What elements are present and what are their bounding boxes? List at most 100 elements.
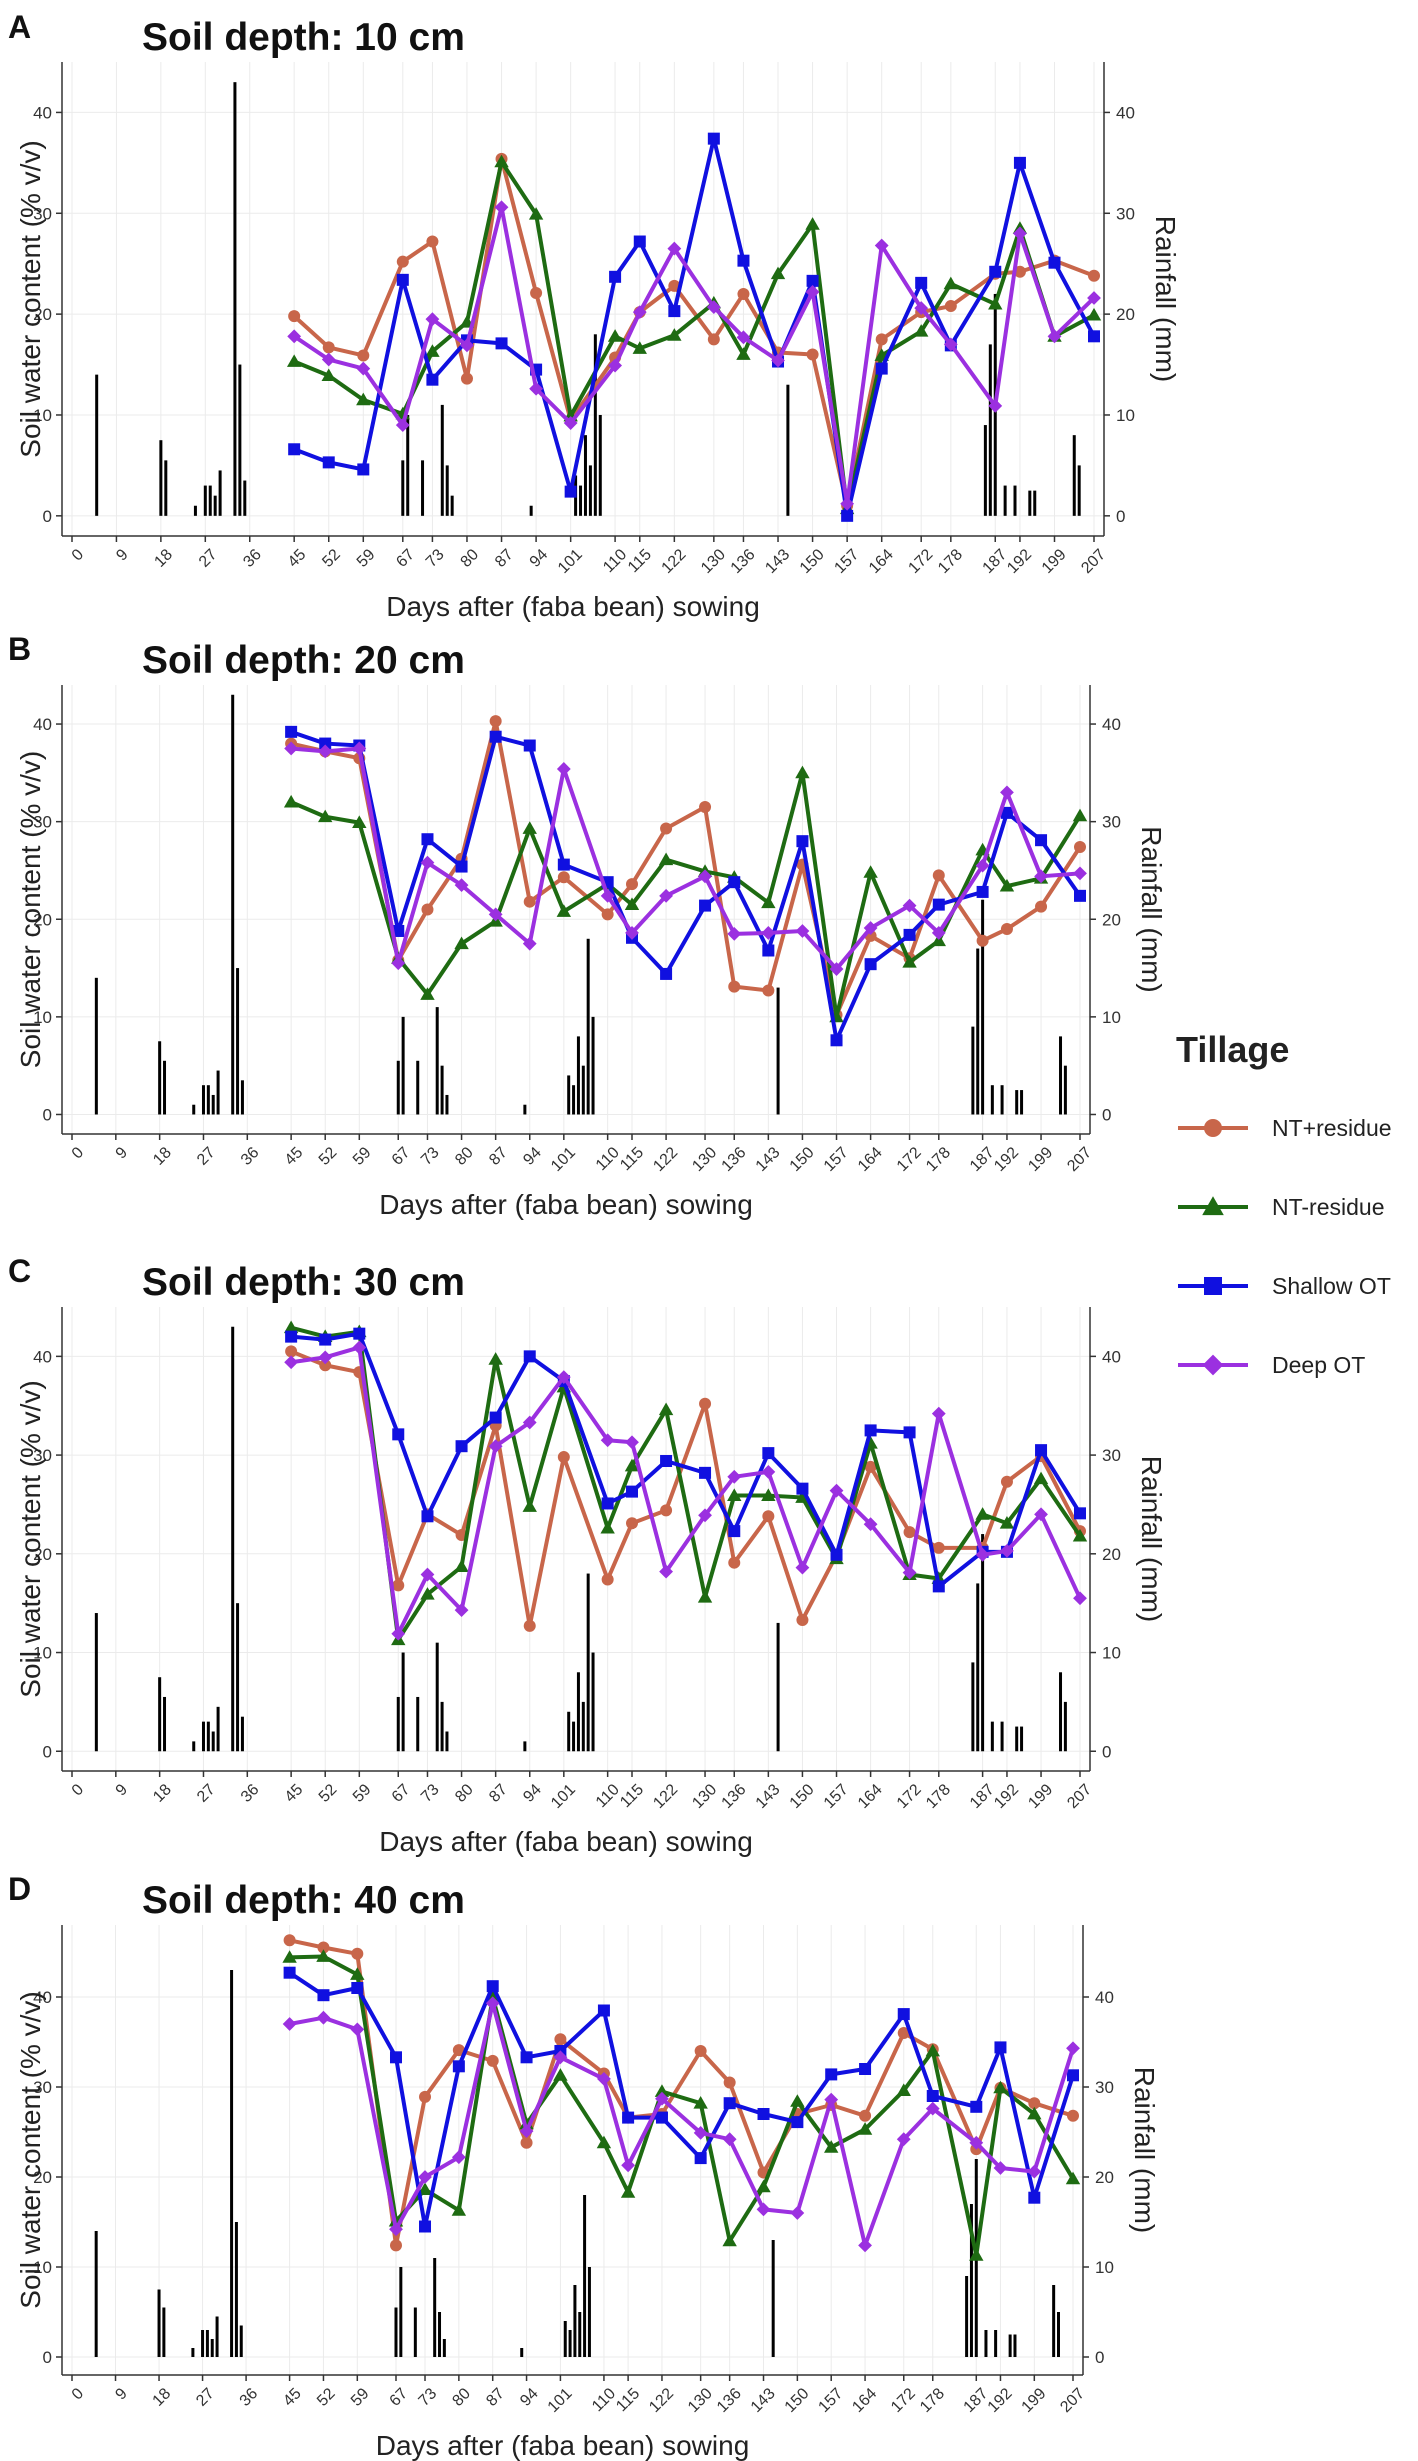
panel-b-y2-axis-label: Rainfall (mm) — [1136, 826, 1167, 992]
panel-b-rainfall-bar — [201, 1085, 205, 1115]
panel-a-point-deep-ot — [667, 241, 682, 256]
panel-c-x-tick-label: 36 — [238, 1781, 263, 1806]
panel-d-point-deep-ot — [969, 2135, 984, 2150]
panel-a-x-tick-label: 73 — [423, 546, 448, 571]
panel-c-rainfall-bar — [163, 1696, 167, 1752]
panel-c-point-nt-residue — [761, 1488, 776, 1501]
panel-b-point-deep-ot — [556, 762, 571, 776]
panel-c-x-tick-label: 67 — [389, 1781, 414, 1806]
panel-b-point-shallow-ot — [1000, 806, 1013, 819]
panel-c-x-tick-label: 187 — [967, 1781, 998, 1812]
panel-b-point-nt-residue — [523, 895, 536, 908]
panel-b-x-tick-label: 87 — [486, 1144, 511, 1169]
panel-a-rainfall-bar — [218, 470, 222, 516]
panel-d-point-shallow-ot — [622, 2111, 635, 2124]
panel-c-point-nt-residue — [658, 1402, 674, 1416]
legend-marker-deep-ot — [1202, 1354, 1224, 1376]
panel-d-point-nt-residue — [316, 1949, 331, 1962]
panel-c-point-shallow-ot — [830, 1548, 843, 1561]
panel-b-point-deep-ot — [931, 926, 946, 940]
panel-c-point-shallow-ot — [601, 1497, 614, 1510]
panel-d-letter: D — [8, 1871, 31, 1907]
panel-d-rainfall-bar — [433, 2258, 437, 2357]
panel-c-point-nt-residue — [454, 1559, 469, 1573]
panel-c-point-nt-residue — [319, 1359, 332, 1372]
panel-b-rainfall-bar — [416, 1060, 420, 1115]
panel-c-point-nt-residue — [903, 1526, 916, 1539]
panel-c-line-nt-residue — [290, 1349, 1082, 1628]
panel-b-point-deep-ot — [1073, 866, 1087, 881]
panel-b-rainfall-bar — [192, 1104, 196, 1115]
panel-c-point-nt-residue — [420, 1587, 435, 1600]
panel-c-point-nt-residue — [392, 1579, 405, 1592]
panel-b-series-deep-ot — [284, 741, 1087, 976]
panel-c-point-nt-residue — [283, 1320, 299, 1334]
panel-c-point-nt-residue — [699, 1397, 712, 1410]
panel-d-rainfall-bar — [157, 2289, 161, 2357]
panel-b-x-axis-label: Days after (faba bean) sowing — [379, 1189, 753, 1220]
panel-d-y2-axis-label: Rainfall (mm) — [1129, 2067, 1160, 2233]
panel-d-rainfall-bar — [771, 2240, 775, 2357]
panel-a-x-tick-label: 178 — [935, 546, 966, 577]
panel-a-point-nt-residue — [321, 368, 336, 382]
panel-c-series-deep-ot — [284, 1340, 1087, 1641]
panel-c-point-shallow-ot — [285, 1330, 298, 1343]
panel-b-point-shallow-ot — [699, 899, 712, 912]
panel-b-point-nt-residue — [932, 869, 945, 882]
panel-b-point-nt-residue — [761, 895, 776, 909]
panel-b-point-nt-residue — [421, 903, 434, 916]
panel-d-y-ticks: 0 10 20 30 40 — [33, 1988, 62, 2367]
panel-c-point-nt-residue — [697, 1590, 713, 1603]
panel-d-point-nt-residue — [897, 2027, 910, 2039]
panel-c-point-shallow-ot — [353, 1327, 366, 1340]
panel-d-rainfall-bar — [568, 2330, 572, 2357]
panel-c-point-deep-ot — [829, 1483, 844, 1498]
panel-a-x-tick-label: 157 — [831, 546, 862, 577]
panel-a-point-deep-ot — [771, 353, 785, 368]
panel-a-rainfall-bar — [406, 414, 410, 516]
panel-c-rainfall-bar — [981, 1534, 985, 1752]
panel-c-x-tick-label: 52 — [316, 1781, 341, 1806]
panel-c-x-tick-label: 45 — [282, 1781, 307, 1806]
panel-b-rainfall-bar — [440, 1065, 444, 1115]
panel-d-rainfall-bar — [230, 1970, 234, 2357]
panel-b-point-shallow-ot — [728, 876, 741, 889]
panel-c-x-tick-label: 18 — [150, 1781, 175, 1806]
panel-a-point-shallow-ot — [875, 362, 888, 375]
panel-b-point-shallow-ot — [455, 860, 468, 873]
panel-a-point-nt-residue — [736, 347, 751, 360]
panel-d-x-tick-label: 207 — [1057, 2385, 1088, 2416]
panel-d-point-shallow-ot — [452, 2060, 465, 2073]
legend-item-deep-ot: Deep OT — [1178, 1352, 1365, 1378]
panel-b-rainfall-bar — [445, 1094, 449, 1115]
panel-b-point-deep-ot — [600, 888, 615, 903]
panel-a-point-shallow-ot — [322, 456, 335, 469]
panel-d-point-nt-residue — [969, 2248, 984, 2261]
panel-b-point-nt-residue — [795, 765, 810, 779]
panel-c-point-shallow-ot — [796, 1482, 809, 1495]
panel-c-point-nt-residue — [601, 1573, 614, 1586]
panel-b-point-deep-ot — [488, 907, 503, 922]
panel-d-x-tick-label: 157 — [815, 2385, 846, 2416]
panel-c-title: Soil depth: 30 cm — [142, 1261, 465, 1304]
panel-d-point-nt-residue — [317, 1941, 330, 1954]
panel-d-rainfall-bar — [239, 2325, 243, 2357]
panel-b-point-nt-residue — [658, 852, 674, 866]
legend-marker-nt-residue — [1204, 1119, 1222, 1137]
panel-a-point-nt-residue — [396, 255, 409, 268]
panel-d-point-deep-ot — [925, 2101, 940, 2116]
panel-d-point-nt-residue — [451, 2203, 467, 2216]
panel-c-rainfall-bar — [416, 1696, 420, 1752]
panel-d-point-deep-ot — [1066, 2041, 1080, 2056]
panel-a-x-tick-label: 115 — [625, 546, 655, 576]
panel-d-rainfall-bar — [201, 2330, 205, 2357]
panel-d-x-tick-label: 101 — [545, 2385, 576, 2416]
panel-c-y-tick-label: 10 — [33, 1644, 52, 1663]
panel-d-point-deep-ot — [693, 2126, 708, 2140]
panel-a-x-tick-label: 207 — [1078, 546, 1109, 577]
panel-a-point-nt-residue — [988, 296, 1003, 310]
panel-a-x-tick-label: 18 — [151, 546, 176, 571]
panel-c-line-shallow-ot — [290, 1331, 1082, 1589]
panel-b-point-nt-residue — [557, 871, 570, 884]
panel-c-point-shallow-ot — [762, 1447, 775, 1460]
